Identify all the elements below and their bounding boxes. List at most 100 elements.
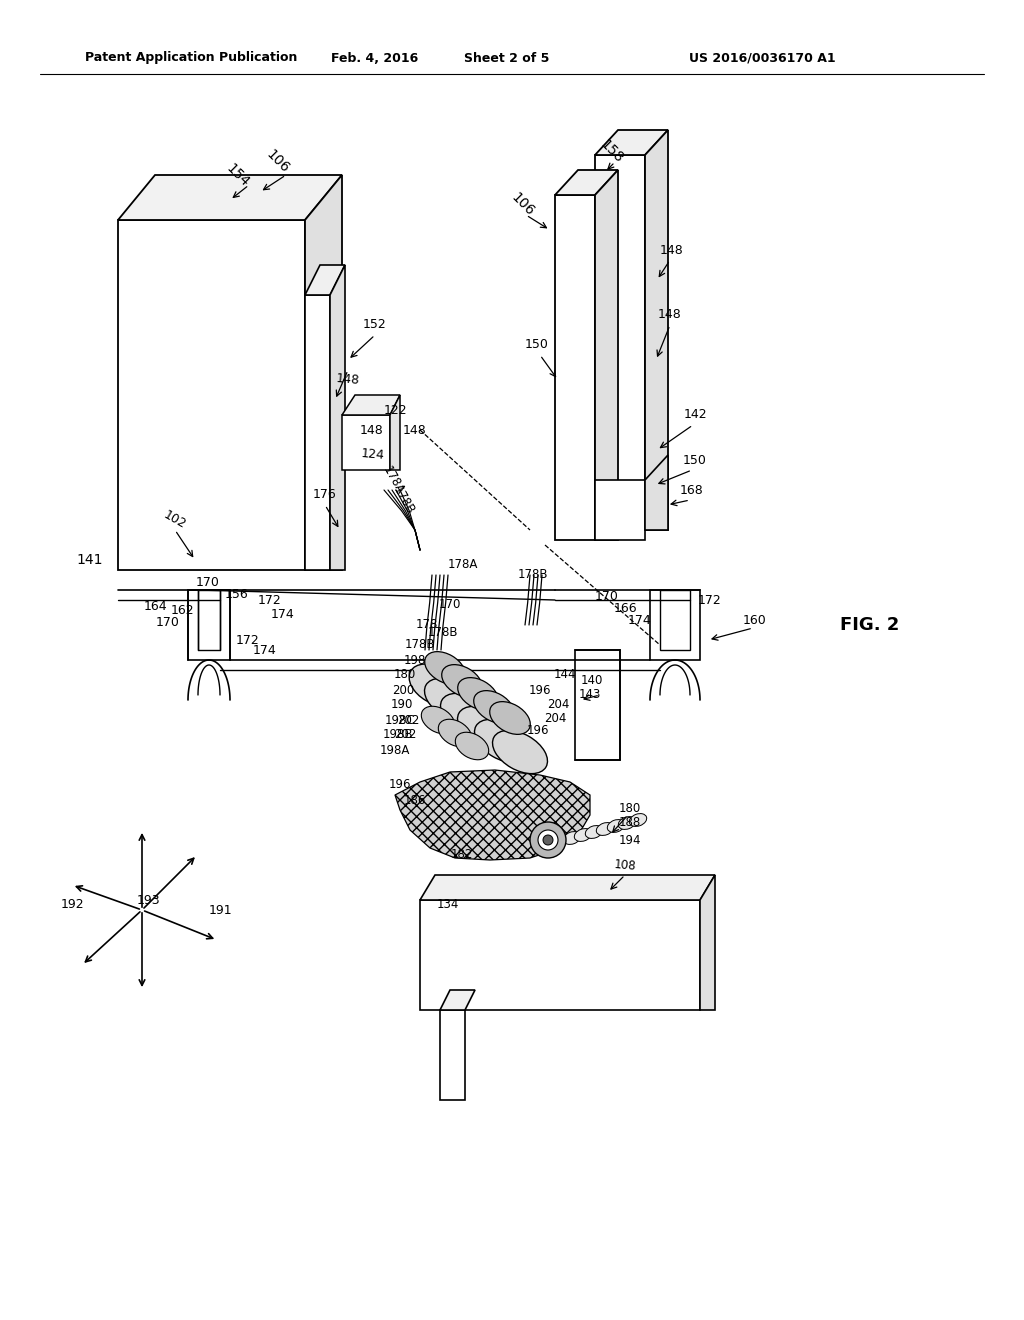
Polygon shape — [555, 170, 618, 195]
Text: 124: 124 — [360, 447, 385, 462]
Text: 170: 170 — [595, 590, 618, 603]
Text: Sheet 2 of 5: Sheet 2 of 5 — [464, 51, 550, 65]
Text: 106: 106 — [264, 148, 292, 177]
Text: 172: 172 — [698, 594, 722, 606]
Text: 150: 150 — [525, 338, 549, 351]
Text: 180: 180 — [394, 668, 416, 681]
Ellipse shape — [438, 719, 472, 747]
Text: 152: 152 — [364, 318, 387, 331]
Polygon shape — [645, 129, 668, 531]
Text: 191: 191 — [208, 903, 231, 916]
Text: 140: 140 — [581, 673, 603, 686]
Ellipse shape — [421, 706, 455, 734]
Text: 178B: 178B — [390, 483, 416, 516]
Text: 194: 194 — [618, 833, 641, 846]
Polygon shape — [395, 770, 590, 861]
Text: 178: 178 — [416, 619, 438, 631]
Text: 204: 204 — [547, 698, 569, 711]
Ellipse shape — [543, 836, 553, 845]
Text: 134: 134 — [437, 899, 459, 912]
Polygon shape — [342, 414, 390, 470]
Polygon shape — [555, 195, 595, 540]
Text: 186: 186 — [403, 793, 426, 807]
Ellipse shape — [618, 817, 636, 829]
Polygon shape — [420, 900, 700, 1010]
Ellipse shape — [474, 719, 529, 763]
Polygon shape — [595, 480, 645, 540]
Ellipse shape — [596, 822, 613, 836]
Text: 170: 170 — [156, 615, 180, 628]
Text: 196: 196 — [389, 779, 412, 792]
Ellipse shape — [489, 702, 530, 734]
Text: 170: 170 — [439, 598, 461, 611]
Ellipse shape — [538, 830, 558, 850]
Text: Feb. 4, 2016: Feb. 4, 2016 — [332, 51, 419, 65]
Text: 170: 170 — [196, 576, 220, 589]
Text: 166: 166 — [613, 602, 637, 615]
Polygon shape — [198, 590, 220, 649]
Text: 172: 172 — [258, 594, 282, 606]
Ellipse shape — [586, 825, 603, 838]
Text: 150: 150 — [683, 454, 707, 466]
Text: 176: 176 — [313, 488, 337, 502]
Text: 148: 148 — [660, 243, 684, 256]
Ellipse shape — [425, 678, 479, 722]
Text: 178B: 178B — [518, 569, 548, 582]
Text: 141: 141 — [77, 553, 103, 568]
Text: 200: 200 — [392, 684, 414, 697]
Text: 192: 192 — [60, 899, 84, 912]
Text: 174: 174 — [271, 607, 295, 620]
Polygon shape — [305, 294, 330, 570]
Text: 160: 160 — [743, 614, 767, 627]
Text: 148: 148 — [360, 424, 384, 437]
Text: FIG. 2: FIG. 2 — [841, 616, 900, 634]
Polygon shape — [330, 265, 345, 570]
Text: 168: 168 — [680, 483, 703, 496]
Polygon shape — [420, 875, 715, 900]
Text: 172: 172 — [237, 634, 260, 647]
Ellipse shape — [458, 677, 499, 710]
Polygon shape — [342, 395, 400, 414]
Polygon shape — [650, 590, 700, 660]
Text: 188: 188 — [618, 816, 641, 829]
Text: 178A: 178A — [447, 558, 478, 572]
Text: 202: 202 — [397, 714, 419, 726]
Text: 178A: 178A — [380, 463, 407, 496]
Polygon shape — [118, 220, 305, 570]
Text: 202: 202 — [394, 729, 416, 742]
Polygon shape — [595, 129, 668, 154]
Text: 164: 164 — [143, 601, 167, 614]
Text: US 2016/0036170 A1: US 2016/0036170 A1 — [689, 51, 836, 65]
Polygon shape — [595, 170, 618, 540]
Polygon shape — [660, 590, 690, 649]
Text: 144: 144 — [554, 668, 577, 681]
Text: 180: 180 — [618, 801, 641, 814]
Text: Patent Application Publication: Patent Application Publication — [85, 51, 297, 65]
Text: 154: 154 — [223, 161, 252, 189]
Text: 156: 156 — [225, 589, 249, 602]
Polygon shape — [440, 1010, 465, 1100]
Polygon shape — [305, 265, 345, 294]
Ellipse shape — [607, 820, 625, 833]
Ellipse shape — [574, 829, 592, 841]
Polygon shape — [595, 154, 645, 531]
Polygon shape — [440, 990, 475, 1010]
Ellipse shape — [530, 822, 566, 858]
Text: 204: 204 — [544, 711, 566, 725]
Text: 198B: 198B — [383, 729, 414, 742]
Polygon shape — [118, 176, 342, 220]
Text: 143: 143 — [579, 689, 601, 701]
Ellipse shape — [630, 813, 647, 826]
Text: 174: 174 — [628, 614, 652, 627]
Text: 122: 122 — [383, 404, 407, 417]
Text: 174: 174 — [253, 644, 276, 656]
Ellipse shape — [425, 652, 465, 684]
Text: 190: 190 — [391, 698, 414, 711]
Text: 198: 198 — [403, 653, 426, 667]
Text: 178B: 178B — [428, 627, 459, 639]
Polygon shape — [645, 455, 668, 531]
Text: 162: 162 — [170, 603, 194, 616]
Text: 102: 102 — [162, 508, 188, 532]
Text: 108: 108 — [613, 858, 637, 873]
Ellipse shape — [456, 733, 488, 760]
